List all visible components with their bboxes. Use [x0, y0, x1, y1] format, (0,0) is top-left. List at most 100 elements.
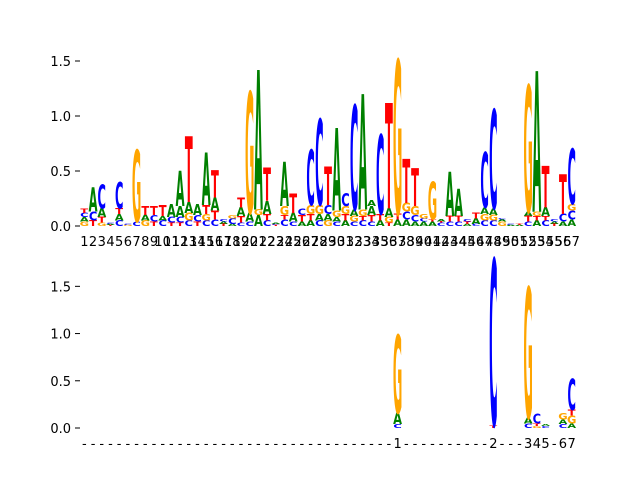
x-tick-label: -: [300, 437, 305, 452]
logo-letter-A: A: [515, 225, 525, 227]
x-tick-label: 51: [511, 235, 528, 250]
x-tick-label: 46: [468, 235, 485, 250]
logo-letter-C: C: [315, 220, 323, 229]
logo-letter-A: A: [437, 219, 447, 223]
x-tick-label: -: [265, 437, 270, 452]
logo-letter-A: A: [559, 419, 569, 427]
logo-letter-A: A: [393, 218, 402, 228]
logo-letter-T: T: [289, 188, 297, 219]
y-tick-label: 0.0: [50, 220, 71, 235]
logo-letter-C: C: [80, 212, 89, 219]
x-tick-label: -: [186, 437, 191, 452]
x-tick-label: 42: [433, 235, 450, 250]
x-tick-label: 7: [132, 235, 140, 250]
x-tick-label: -: [282, 437, 287, 452]
logo-letter-A: A: [184, 200, 193, 217]
x-tick-label: -: [326, 437, 331, 452]
x-tick-label: 45: [459, 235, 476, 250]
logo-letter-A: A: [89, 181, 98, 220]
logo-letter-G: G: [141, 220, 150, 229]
logo-letter-C: C: [98, 178, 106, 217]
x-tick-label: 35: [372, 235, 389, 250]
logo-letter-G: G: [558, 412, 567, 423]
logo-letter-T: T: [237, 194, 245, 210]
logo-letter-A: A: [541, 205, 551, 219]
x-tick-label: 44: [450, 235, 467, 250]
logo-letter-T: T: [98, 216, 106, 225]
x-tick-label: 30: [328, 235, 345, 250]
logo-letter-A: A: [97, 206, 107, 220]
logo-letter-C: C: [289, 221, 298, 228]
logo-letter-C: C: [507, 223, 515, 225]
logo-letter-T: T: [368, 214, 376, 224]
logo-letter-G: G: [523, 51, 532, 253]
logo-letter-A: A: [228, 223, 238, 227]
logo-letter-G: G: [228, 215, 237, 220]
logo-letter-A: A: [367, 200, 376, 209]
logo-letter-A: A: [176, 162, 185, 218]
logo-letter-A: A: [358, 64, 367, 247]
logo-letter-C: C: [193, 214, 201, 224]
x-tick-label: -: [82, 437, 87, 452]
logo-letter-A: A: [158, 215, 168, 222]
x-tick-label: 53: [529, 235, 546, 250]
logo-letter-C: C: [376, 114, 384, 241]
logo-letter-G: G: [480, 213, 489, 223]
logo-letter-C: C: [332, 221, 341, 228]
logo-letter-G: G: [341, 204, 350, 216]
logo-letter-G: G: [523, 252, 532, 459]
x-tick-label: 23: [268, 235, 285, 250]
x-tick-label: 27: [302, 235, 319, 250]
x-tick-label: 5: [541, 437, 549, 452]
logo-letter-T: T: [437, 221, 445, 223]
x-tick-label: -: [152, 437, 157, 452]
logo-letter-T: T: [568, 409, 576, 418]
x-tick-label: 14: [189, 235, 206, 250]
logo-letter-C: C: [359, 220, 367, 229]
logo-letter-C: C: [158, 220, 166, 229]
logo-letter-A: A: [210, 194, 219, 215]
x-tick-label: 3: [524, 437, 532, 452]
logo-letter-C: C: [202, 220, 210, 229]
x-tick-label: -: [343, 437, 348, 452]
logo-letter-C: C: [567, 134, 575, 222]
x-tick-label: 22: [259, 235, 276, 250]
x-tick-label: -: [117, 437, 122, 452]
x-tick-label: 52: [520, 235, 537, 250]
logo-letter-T: T: [542, 215, 551, 222]
logo-letter-T: T: [150, 221, 159, 228]
y-tick-label: 1.0: [50, 110, 71, 125]
logo-letter-A: A: [445, 162, 454, 231]
logo-letter-A: A: [237, 205, 247, 219]
logo-letter-A: A: [80, 216, 90, 223]
logo-letter-A: A: [567, 218, 576, 228]
logo-letter-A: A: [367, 204, 377, 218]
y-tick-label: 0.5: [50, 375, 71, 390]
logo-letter-A: A: [393, 411, 402, 429]
y-tick-label: 1.5: [50, 55, 71, 70]
logo-letter-T: T: [107, 225, 115, 227]
x-tick-label: -: [500, 437, 505, 452]
logo-letter-C: C: [550, 219, 558, 223]
x-tick-label: 1: [393, 437, 401, 452]
logo-letter-A: A: [454, 181, 463, 226]
logo-letter-G: G: [532, 211, 541, 218]
x-tick-label: -: [230, 437, 235, 452]
logo-letter-C: C: [489, 220, 497, 229]
x-tick-label: 16: [207, 235, 224, 250]
logo-letter-G: G: [254, 209, 263, 218]
logo-letter-T: T: [359, 215, 368, 222]
logo-letter-C: C: [498, 218, 506, 220]
x-tick-label: 56: [555, 235, 572, 250]
logo-letter-C: C: [420, 218, 428, 223]
logo-letter-T: T: [89, 220, 97, 229]
logo-letter-T: T: [194, 221, 203, 228]
logo-letter-C: C: [541, 220, 549, 229]
logo-letter-C: C: [524, 422, 533, 430]
logo-letter-T: T: [533, 215, 542, 222]
logo-letter-C: C: [350, 77, 358, 243]
x-tick-label: 47: [476, 235, 493, 250]
x-tick-label: 40: [415, 235, 432, 250]
x-tick-label: -: [91, 437, 96, 452]
logo-letter-A: A: [567, 422, 577, 430]
